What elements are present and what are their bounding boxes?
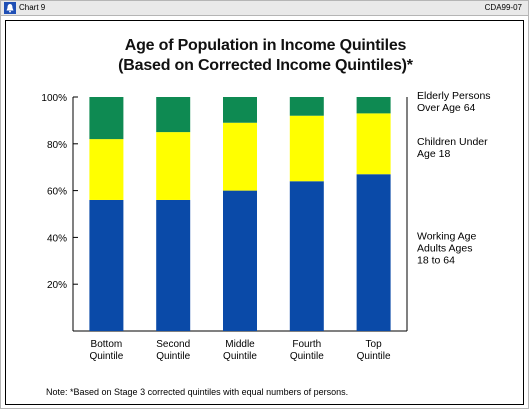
bar-segment [89,199,124,331]
x-tick-label: Bottom [91,339,123,350]
chart-footnote: Note: *Based on Stage 3 corrected quinti… [46,387,349,397]
bar-segment [89,139,124,200]
y-tick-label: 100% [41,93,67,104]
y-tick-label: 20% [47,280,67,291]
y-tick-label: 40% [47,233,67,244]
x-tick-label: Quintile [357,351,391,362]
x-tick-label: Quintile [223,351,257,362]
document-code: CDA99-07 [484,3,522,12]
bar-segment [356,174,391,331]
legend-label: 18 to 64 [417,255,455,267]
legend-label: Elderly Persons [417,90,491,102]
chart-title: Age of Population in Income Quintiles [124,37,407,54]
y-tick-label: 80% [47,140,67,151]
x-tick-label: Quintile [290,351,324,362]
x-tick-label: Fourth [292,339,321,350]
bar-segment [289,97,324,116]
legend-label: Over Age 64 [417,102,476,114]
window-title-bar: Chart 9 CDA99-07 [1,1,528,16]
legend-label: Adults Ages [417,243,472,255]
legend-label: Age 18 [417,148,450,160]
bar-segment [356,113,391,175]
bar-segment [289,115,324,182]
chart-panel [5,20,524,405]
bar-segment [289,181,324,331]
x-tick-label: Middle [225,339,255,350]
bar-segment [356,97,391,114]
bar-segment [223,97,257,123]
legend-label: Working Age [417,231,476,243]
bar-segment [156,199,191,331]
bar-segment [156,132,191,200]
bar-segment [223,190,257,331]
x-tick-label: Top [366,339,383,350]
y-tick-label: 60% [47,187,67,198]
x-tick-label: Quintile [156,351,190,362]
x-tick-label: Second [156,339,190,350]
window-label: Chart 9 [19,3,46,12]
bar-segment [223,122,257,191]
x-tick-label: Quintile [89,351,123,362]
bell-icon [4,2,16,14]
legend-label: Children Under [417,136,488,148]
bar-segment [89,97,124,140]
chart-subtitle: (Based on Corrected Income Quintiles)* [118,57,413,74]
bar-segment [156,97,191,133]
